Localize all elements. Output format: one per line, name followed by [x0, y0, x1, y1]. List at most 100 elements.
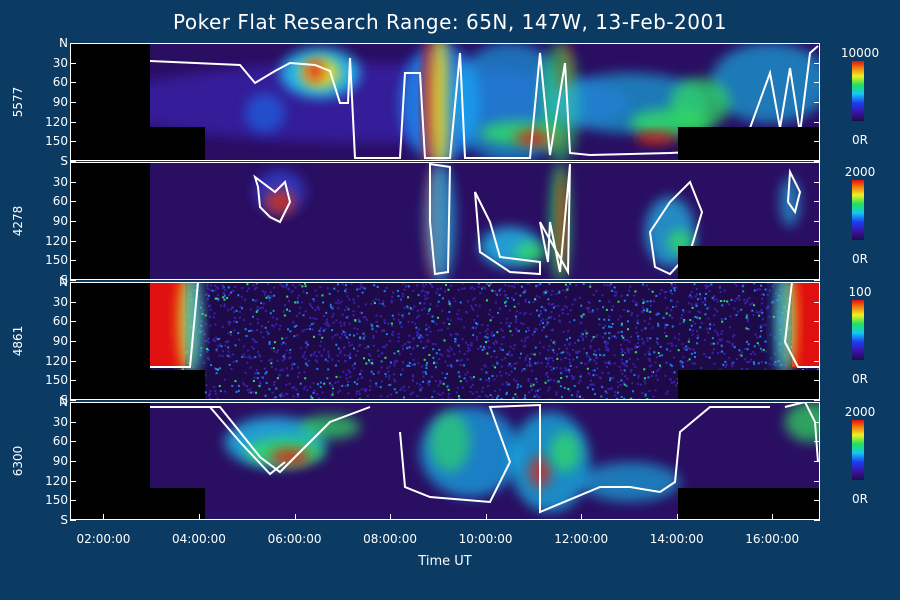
- keogram-image-4861: [70, 282, 820, 400]
- keogram-panel-4861: N 30 60 90 120 150 S 4861: [11, 276, 820, 406]
- y-tick-mark: [814, 480, 820, 482]
- y-tick-mark: [70, 480, 76, 482]
- channel-label-6300: 6300: [11, 445, 25, 477]
- colorbar-max-label: 2000: [844, 165, 876, 179]
- y-tick-mark: [814, 421, 820, 423]
- y-tick-mark: [814, 402, 820, 403]
- keogram-panel-5577: N 30 60 90 120 150 S 5577: [11, 37, 820, 167]
- x-tick-label: 04:00:00: [172, 532, 226, 546]
- y-tick-mark: [814, 240, 820, 242]
- y-tick-mark: [70, 162, 76, 163]
- y-tick-mark: [70, 181, 76, 183]
- y-tick-mark: [814, 360, 820, 362]
- y-tick-mark: [814, 161, 820, 162]
- y-tick-mark: [814, 321, 820, 323]
- y-tick-mark: [814, 43, 820, 44]
- x-tick-mark: [198, 514, 200, 520]
- y-tick-label: 30: [52, 414, 68, 429]
- y-tick-mark: [70, 43, 76, 44]
- colorbar-5577: [852, 61, 864, 121]
- y-tick-mark: [70, 380, 76, 382]
- y-tick-mark: [814, 82, 820, 84]
- y-tick-mark: [814, 121, 820, 123]
- x-tick-label: 08:00:00: [363, 532, 418, 546]
- y-tick-mark: [814, 181, 820, 183]
- y-tick-mark: [814, 221, 820, 222]
- channel-label-4861: 4861: [11, 325, 25, 357]
- x-tick-label: 16:00:00: [745, 532, 800, 546]
- y-tick-mark: [814, 162, 820, 163]
- keogram-panel-6300: N 30 60 90 120 150 S 6300: [11, 396, 820, 526]
- y-tick-label: N: [59, 275, 68, 289]
- y-tick-label: 30: [52, 174, 68, 189]
- colorbar-max-label: 2000: [844, 405, 876, 419]
- y-tick-mark: [814, 102, 820, 103]
- y-tick-label: 150: [45, 134, 68, 149]
- y-tick-mark: [814, 280, 820, 281]
- y-tick-mark: [814, 400, 820, 401]
- colorbar-min-label: 0R: [852, 252, 868, 266]
- x-tick-mark: [772, 514, 774, 520]
- x-tick-mark: [294, 514, 296, 520]
- y-tick-label: S: [60, 393, 68, 407]
- y-tick-label: N: [59, 395, 68, 409]
- x-tick-label: 02:00:00: [76, 532, 131, 546]
- keogram-heatmap-4861: [70, 282, 820, 400]
- y-tick-mark: [814, 441, 820, 443]
- colorbar-4278: [852, 180, 864, 240]
- y-tick-mark: [814, 201, 820, 203]
- x-tick-label: 10:00:00: [458, 532, 513, 546]
- y-tick-mark: [814, 341, 820, 342]
- y-tick-mark: [814, 260, 820, 262]
- y-tick-label: S: [60, 273, 68, 287]
- y-tick-mark: [70, 500, 76, 502]
- colorbar-6300: [852, 420, 864, 480]
- chart-title: Poker Flat Research Range: 65N, 147W, 13…: [173, 10, 727, 34]
- y-tick-mark: [70, 221, 76, 222]
- y-tick-label: S: [60, 154, 68, 168]
- y-tick-mark: [70, 402, 76, 403]
- y-tick-mark: [70, 360, 76, 362]
- colorbar-min-label: 0R: [852, 492, 868, 506]
- y-tick-mark: [70, 321, 76, 323]
- y-tick-mark: [814, 301, 820, 303]
- y-tick-mark: [70, 102, 76, 103]
- y-tick-mark: [70, 260, 76, 262]
- channel-label-5577: 5577: [11, 86, 25, 118]
- colorbar-max-label: 10000: [840, 46, 880, 60]
- x-axis-label: Time UT: [418, 554, 472, 569]
- keogram-heatmap-5577: [70, 43, 820, 161]
- x-tick-mark: [581, 514, 583, 520]
- y-tick-mark: [70, 520, 76, 521]
- y-tick-mark: [70, 421, 76, 423]
- x-tick-mark: [390, 514, 392, 520]
- keogram-image-5577: [70, 43, 820, 161]
- y-tick-mark: [70, 301, 76, 303]
- y-tick-mark: [70, 62, 76, 64]
- keogram-image-6300: [70, 402, 820, 520]
- y-tick-label: 120: [45, 233, 68, 248]
- y-tick-mark: [70, 141, 76, 143]
- colorbar-4861: [852, 300, 864, 360]
- y-tick-mark: [814, 62, 820, 64]
- y-tick-label: 150: [45, 373, 68, 388]
- y-tick-mark: [70, 341, 76, 342]
- colorbar-min-label: 0R: [852, 372, 868, 386]
- y-tick-label: 60: [52, 194, 68, 209]
- y-tick-mark: [70, 400, 76, 401]
- keogram-image-4278: [70, 162, 820, 280]
- y-tick-mark: [814, 461, 820, 462]
- y-tick-label: 90: [52, 214, 68, 228]
- y-tick-mark: [70, 161, 76, 162]
- channel-label-4278: 4278: [11, 205, 25, 237]
- x-tick-label: 12:00:00: [554, 532, 609, 546]
- colorbar-min-label: 0R: [852, 133, 868, 147]
- y-tick-mark: [70, 240, 76, 242]
- y-tick-mark: [70, 461, 76, 462]
- y-tick-label: 120: [45, 353, 68, 368]
- y-tick-label: 150: [45, 493, 68, 508]
- y-tick-label: 90: [52, 334, 68, 348]
- y-tick-mark: [70, 282, 76, 283]
- y-tick-label: 90: [52, 454, 68, 468]
- y-tick-label: 30: [52, 55, 68, 70]
